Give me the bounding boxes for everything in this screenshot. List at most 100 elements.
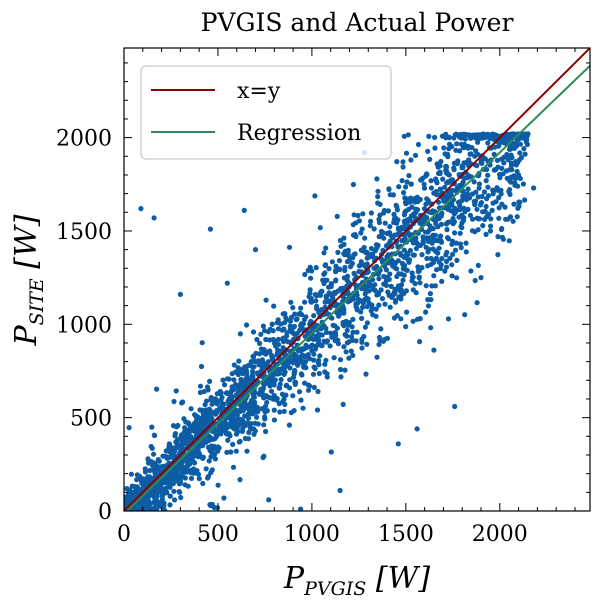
scatter-point: [400, 277, 406, 283]
scatter-point: [260, 323, 266, 329]
scatter-point: [172, 431, 178, 437]
scatter-point: [461, 145, 467, 151]
scatter-point: [230, 464, 237, 470]
scatter-point: [151, 451, 157, 457]
scatter-point: [284, 317, 290, 323]
scatter-point: [141, 501, 147, 507]
scatter-point: [270, 336, 276, 343]
scatter-point: [300, 354, 306, 360]
scatter-point: [410, 274, 416, 280]
scatter-point: [398, 296, 404, 302]
scatter-point: [175, 422, 181, 429]
scatter-point: [374, 292, 380, 298]
scatter-point: [472, 229, 478, 235]
scatter-point: [155, 464, 161, 470]
scatter-point: [159, 496, 165, 502]
scatter-point: [444, 227, 450, 233]
scatter-point: [360, 211, 366, 217]
scatter-point: [209, 401, 215, 407]
scatter-point: [267, 348, 273, 354]
scatter-point: [437, 170, 443, 177]
legend-label-xy: x=y: [237, 79, 281, 104]
scatter-point: [285, 339, 291, 345]
scatter-point: [255, 358, 261, 364]
scatter-point: [256, 391, 262, 397]
scatter-point: [450, 251, 456, 257]
scatter-point: [137, 473, 143, 479]
scatter-point: [495, 234, 501, 240]
scatter-point: [251, 364, 257, 370]
scatter-point: [288, 314, 295, 320]
scatter-point: [290, 305, 296, 311]
scatter-point: [274, 371, 280, 377]
scatter-point: [456, 214, 462, 220]
scatter-point: [353, 282, 359, 288]
scatter-point: [438, 221, 444, 227]
scatter-point: [261, 422, 267, 428]
scatter-point: [332, 338, 338, 344]
scatter-point: [476, 181, 482, 187]
scatter-point: [296, 389, 303, 395]
scatter-point: [391, 219, 397, 225]
scatter-point: [521, 146, 527, 152]
scatter-point: [271, 417, 277, 423]
scatter-point: [394, 313, 400, 319]
scatter-point: [173, 388, 179, 394]
scatter-point: [348, 348, 354, 354]
scatter-point: [381, 281, 387, 287]
scatter-point: [514, 214, 520, 220]
scatter-point: [411, 252, 417, 258]
scatter-point: [178, 463, 184, 469]
scatter-point: [177, 480, 183, 486]
scatter-point: [463, 197, 470, 203]
scatter-point: [281, 326, 287, 332]
scatter-point: [427, 156, 433, 162]
scatter-point: [437, 213, 443, 219]
scatter-point: [425, 229, 431, 235]
scatter-point: [405, 257, 411, 263]
scatter-point: [361, 244, 367, 251]
scatter-point: [281, 371, 287, 377]
scatter-point: [308, 298, 314, 304]
scatter-point: [177, 291, 183, 297]
scatter-point: [269, 321, 275, 327]
scatter-point: [368, 218, 374, 224]
scatter-point: [316, 337, 322, 343]
scatter-point: [425, 197, 431, 204]
scatter-point: [506, 176, 513, 182]
scatter-point: [205, 475, 211, 481]
scatter-point: [473, 148, 479, 154]
scatter-point: [292, 311, 298, 317]
scatter-point: [483, 203, 489, 210]
scatter-point: [237, 407, 243, 413]
axis-ticks: [123, 48, 590, 512]
scatter-point: [215, 431, 221, 437]
scatter-point: [150, 490, 156, 496]
scatter-point: [155, 457, 161, 463]
scatter-point: [398, 252, 404, 258]
scatter-point: [212, 456, 218, 462]
scatter-point: [395, 286, 401, 292]
scatter-point: [449, 143, 455, 150]
scatter-point: [420, 238, 426, 244]
scatter-point: [408, 157, 414, 163]
scatter-point: [137, 504, 143, 510]
scatter-point: [405, 132, 411, 138]
scatter-point: [454, 132, 460, 138]
scatter-point: [433, 220, 439, 227]
scatter-point: [142, 469, 148, 475]
scatter-point: [335, 249, 341, 255]
y-axis-label-unit: [W]: [9, 214, 44, 278]
scatter-point: [417, 280, 423, 286]
scatter-point: [441, 145, 447, 151]
scatter-point: [266, 381, 272, 387]
scatter-point: [436, 237, 442, 243]
scatter-point: [447, 255, 453, 261]
scatter-point: [310, 336, 316, 342]
scatter-point: [236, 358, 242, 364]
scatter-point: [312, 346, 318, 352]
scatter-point: [449, 273, 455, 279]
scatter-point: [199, 340, 205, 346]
scatter-point: [212, 411, 219, 417]
scatter-point: [298, 371, 304, 377]
